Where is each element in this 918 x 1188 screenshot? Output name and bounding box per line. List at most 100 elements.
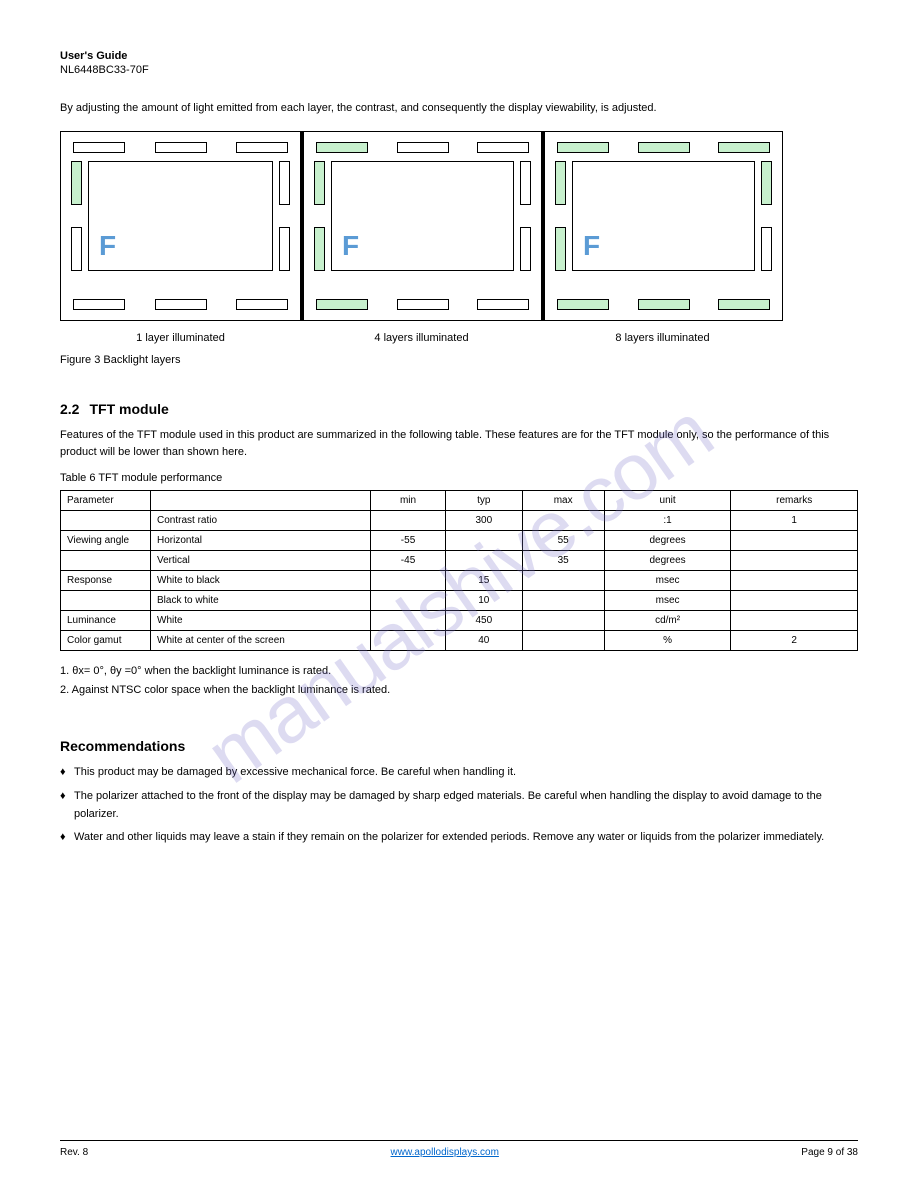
table-cell [522, 591, 604, 611]
backlight-diagram: FFF [60, 131, 858, 321]
layer-block [555, 227, 566, 271]
table-cell: 300 [446, 511, 523, 531]
table-cell [371, 631, 446, 651]
table-cell: cd/m² [604, 611, 731, 631]
table-cell: Luminance [61, 611, 151, 631]
layers-intro: By adjusting the amount of light emitted… [60, 101, 858, 116]
table-header: unit [604, 491, 731, 511]
layer-block [236, 299, 288, 310]
card-label: 1 layer illuminated [60, 332, 301, 344]
footer-url[interactable]: www.apollodisplays.com [391, 1147, 499, 1158]
layer-block [718, 142, 770, 153]
table-cell [522, 631, 604, 651]
layer-block [155, 142, 207, 153]
table-cell [731, 591, 858, 611]
table-row: Black to white10msec [61, 591, 858, 611]
table-cell [731, 531, 858, 551]
table-cell [446, 531, 523, 551]
tft-text: Features of the TFT module used in this … [60, 427, 858, 460]
table-cell [731, 551, 858, 571]
card-label: 8 layers illuminated [542, 332, 783, 344]
table-header: remarks [731, 491, 858, 511]
page-header: User's Guide NL6448BC33-70F [60, 50, 858, 76]
table-cell: 15 [446, 571, 523, 591]
layer-block [557, 142, 609, 153]
recommend-item: ♦Water and other liquids may leave a sta… [60, 829, 858, 847]
section-title: TFT module [89, 401, 168, 417]
table-cell: % [604, 631, 731, 651]
table-cell [731, 611, 858, 631]
table-cell: Contrast ratio [151, 511, 371, 531]
table-cell [446, 551, 523, 571]
table-cell: Viewing angle [61, 531, 151, 551]
layer-block [397, 142, 449, 153]
table-cell: White to black [151, 571, 371, 591]
table-cell: 55 [522, 531, 604, 551]
table-cell [731, 571, 858, 591]
layer-block [155, 299, 207, 310]
f-icon: F [583, 230, 600, 262]
table-row: Vertical-4535degrees [61, 551, 858, 571]
table-cell [61, 551, 151, 571]
figure-caption: Figure 3 Backlight layers [60, 354, 858, 366]
doc-model: NL6448BC33-70F [60, 64, 858, 76]
table-cell: 40 [446, 631, 523, 651]
table-cell [371, 611, 446, 631]
table-cell: -55 [371, 531, 446, 551]
layer-card: F [301, 131, 542, 321]
footer-rev: Rev. 8 [60, 1147, 88, 1158]
layer-block [73, 299, 125, 310]
layer-block [718, 299, 770, 310]
table-cell [522, 511, 604, 531]
layer-card: F [60, 131, 301, 321]
table-cell: White [151, 611, 371, 631]
recommend-text: Water and other liquids may leave a stai… [74, 829, 858, 847]
table-cell: Color gamut [61, 631, 151, 651]
card-label: 4 layers illuminated [301, 332, 542, 344]
table-cell: :1 [604, 511, 731, 531]
layer-block [279, 227, 290, 271]
table-note-2: 2. Against NTSC color space when the bac… [60, 682, 858, 699]
f-icon: F [342, 230, 359, 262]
recommend-item: ♦The polarizer attached to the front of … [60, 788, 858, 823]
layer-block [71, 227, 82, 271]
layer-block [477, 142, 529, 153]
layer-block [638, 299, 690, 310]
table-cell: Horizontal [151, 531, 371, 551]
layer-block [314, 161, 325, 205]
layer-block [236, 142, 288, 153]
layer-block [279, 161, 290, 205]
layer-block [316, 299, 368, 310]
table-row: Contrast ratio300:11 [61, 511, 858, 531]
recommend-title: Recommendations [60, 738, 858, 754]
table-header: max [522, 491, 604, 511]
table-cell: degrees [604, 531, 731, 551]
layer-block [555, 161, 566, 205]
bullet-icon: ♦ [60, 788, 74, 823]
table-cell: 10 [446, 591, 523, 611]
table-row: LuminanceWhite450cd/m² [61, 611, 858, 631]
recommend-item: ♦This product may be damaged by excessiv… [60, 764, 858, 782]
layer-block [520, 161, 531, 205]
recommend-text: The polarizer attached to the front of t… [74, 788, 858, 823]
table-caption: Table 6 TFT module performance [60, 472, 858, 484]
table-cell [371, 571, 446, 591]
tft-heading: 2.2 TFT module [60, 401, 858, 417]
table-cell: Vertical [151, 551, 371, 571]
bullet-icon: ♦ [60, 829, 74, 847]
table-header: min [371, 491, 446, 511]
table-cell: 35 [522, 551, 604, 571]
table-cell [61, 511, 151, 531]
table-cell: degrees [604, 551, 731, 571]
table-header: typ [446, 491, 523, 511]
layer-block [638, 142, 690, 153]
table-row: Color gamutWhite at center of the screen… [61, 631, 858, 651]
table-cell: msec [604, 571, 731, 591]
card-labels: 1 layer illuminated4 layers illuminated8… [60, 329, 858, 344]
doc-title: User's Guide [60, 50, 858, 62]
layer-block [397, 299, 449, 310]
table-cell: Response [61, 571, 151, 591]
layer-block [477, 299, 529, 310]
table-cell [371, 591, 446, 611]
table-row: ResponseWhite to black 15 msec [61, 571, 858, 591]
